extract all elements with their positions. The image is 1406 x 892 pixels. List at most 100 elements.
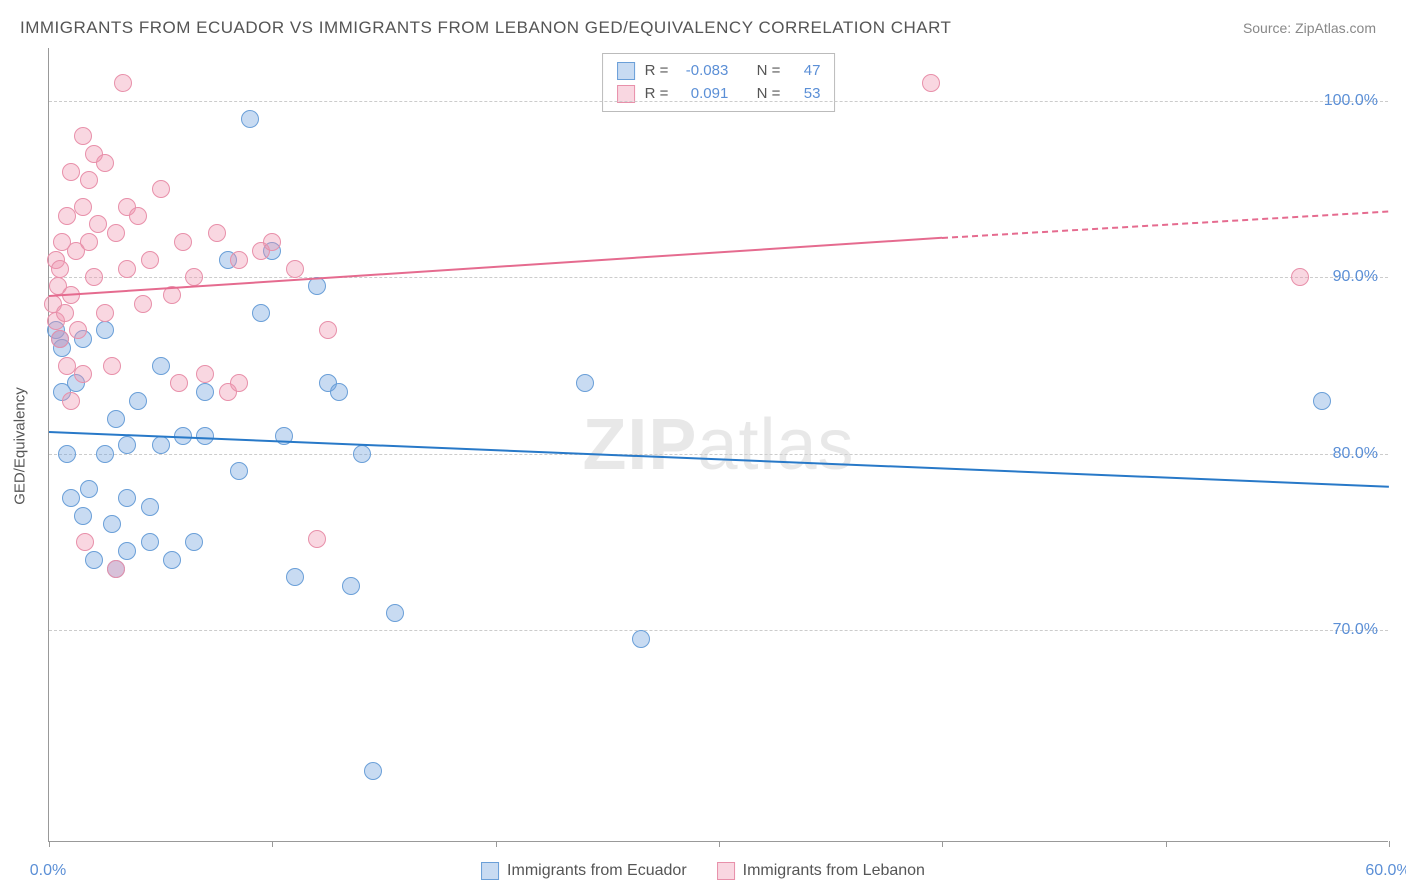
data-point bbox=[174, 233, 192, 251]
data-point bbox=[96, 445, 114, 463]
data-point bbox=[103, 515, 121, 533]
gridline bbox=[49, 454, 1388, 455]
data-point bbox=[208, 224, 226, 242]
data-point bbox=[141, 533, 159, 551]
legend-label: Immigrants from Lebanon bbox=[743, 862, 925, 880]
watermark-bold: ZIP bbox=[582, 405, 697, 485]
data-point bbox=[76, 533, 94, 551]
data-point bbox=[69, 321, 87, 339]
y-tick-label: 100.0% bbox=[1324, 92, 1378, 110]
data-point bbox=[96, 321, 114, 339]
data-point bbox=[141, 498, 159, 516]
data-point bbox=[96, 154, 114, 172]
data-point bbox=[286, 260, 304, 278]
data-point bbox=[107, 410, 125, 428]
x-tick bbox=[49, 841, 50, 847]
data-point bbox=[118, 260, 136, 278]
correlation-stats-box: R =-0.083 N =47R =0.091 N =53 bbox=[602, 53, 836, 112]
data-point bbox=[114, 74, 132, 92]
data-point bbox=[80, 233, 98, 251]
y-axis-label: GED/Equivalency bbox=[12, 387, 29, 505]
data-point bbox=[252, 304, 270, 322]
data-point bbox=[330, 383, 348, 401]
y-tick-label: 90.0% bbox=[1333, 268, 1378, 286]
gridline bbox=[49, 630, 1388, 631]
x-tick bbox=[272, 841, 273, 847]
x-tick bbox=[496, 841, 497, 847]
gridline bbox=[49, 101, 1388, 102]
x-tick bbox=[942, 841, 943, 847]
stat-r-label: R = bbox=[645, 60, 669, 83]
data-point bbox=[129, 207, 147, 225]
data-point bbox=[103, 357, 121, 375]
source-link[interactable]: ZipAtlas.com bbox=[1295, 20, 1376, 36]
data-point bbox=[263, 233, 281, 251]
data-point bbox=[922, 74, 940, 92]
data-point bbox=[107, 224, 125, 242]
legend-swatch bbox=[717, 862, 735, 880]
data-point bbox=[632, 630, 650, 648]
data-point bbox=[118, 542, 136, 560]
data-point bbox=[342, 577, 360, 595]
data-point bbox=[129, 392, 147, 410]
data-point bbox=[576, 374, 594, 392]
data-point bbox=[74, 198, 92, 216]
data-point bbox=[74, 127, 92, 145]
legend-item: Immigrants from Lebanon bbox=[717, 862, 925, 880]
data-point bbox=[85, 551, 103, 569]
stat-r-value: -0.083 bbox=[678, 60, 728, 83]
legend-swatch bbox=[481, 862, 499, 880]
data-point bbox=[96, 304, 114, 322]
data-point bbox=[152, 436, 170, 454]
data-point bbox=[58, 445, 76, 463]
stat-n-value: 47 bbox=[790, 60, 820, 83]
data-point bbox=[89, 215, 107, 233]
data-point bbox=[241, 110, 259, 128]
data-point bbox=[85, 268, 103, 286]
stat-n-label: N = bbox=[757, 60, 781, 83]
data-point bbox=[1291, 268, 1309, 286]
data-point bbox=[386, 604, 404, 622]
bottom-legend: Immigrants from EcuadorImmigrants from L… bbox=[481, 862, 925, 880]
data-point bbox=[80, 480, 98, 498]
trend-line-dashed bbox=[942, 210, 1389, 238]
data-point bbox=[74, 365, 92, 383]
data-point bbox=[1313, 392, 1331, 410]
data-point bbox=[62, 489, 80, 507]
data-point bbox=[230, 374, 248, 392]
legend-swatch bbox=[617, 62, 635, 80]
data-point bbox=[353, 445, 371, 463]
stats-row: R = -0.083 N = 47 bbox=[617, 60, 821, 83]
data-point bbox=[62, 163, 80, 181]
data-point bbox=[364, 762, 382, 780]
data-point bbox=[51, 330, 69, 348]
data-point bbox=[51, 260, 69, 278]
x-tick bbox=[1166, 841, 1167, 847]
data-point bbox=[286, 568, 304, 586]
data-point bbox=[196, 365, 214, 383]
data-point bbox=[185, 533, 203, 551]
data-point bbox=[141, 251, 159, 269]
data-point bbox=[196, 383, 214, 401]
data-point bbox=[56, 304, 74, 322]
data-point bbox=[319, 321, 337, 339]
gridline bbox=[49, 277, 1388, 278]
data-point bbox=[185, 268, 203, 286]
chart-title: IMMIGRANTS FROM ECUADOR VS IMMIGRANTS FR… bbox=[20, 18, 951, 38]
watermark: ZIPatlas bbox=[582, 404, 854, 486]
chart-plot-area: ZIPatlas R =-0.083 N =47R =0.091 N =53 7… bbox=[48, 48, 1388, 842]
y-tick-label: 70.0% bbox=[1333, 621, 1378, 639]
data-point bbox=[230, 251, 248, 269]
data-point bbox=[152, 180, 170, 198]
trend-line bbox=[49, 431, 1389, 488]
x-tick bbox=[1389, 841, 1390, 847]
data-point bbox=[74, 507, 92, 525]
data-point bbox=[80, 171, 98, 189]
data-point bbox=[163, 551, 181, 569]
watermark-light: atlas bbox=[697, 405, 854, 485]
data-point bbox=[152, 357, 170, 375]
x-tick-label: 60.0% bbox=[1365, 862, 1406, 880]
data-point bbox=[134, 295, 152, 313]
data-point bbox=[62, 392, 80, 410]
x-tick bbox=[719, 841, 720, 847]
